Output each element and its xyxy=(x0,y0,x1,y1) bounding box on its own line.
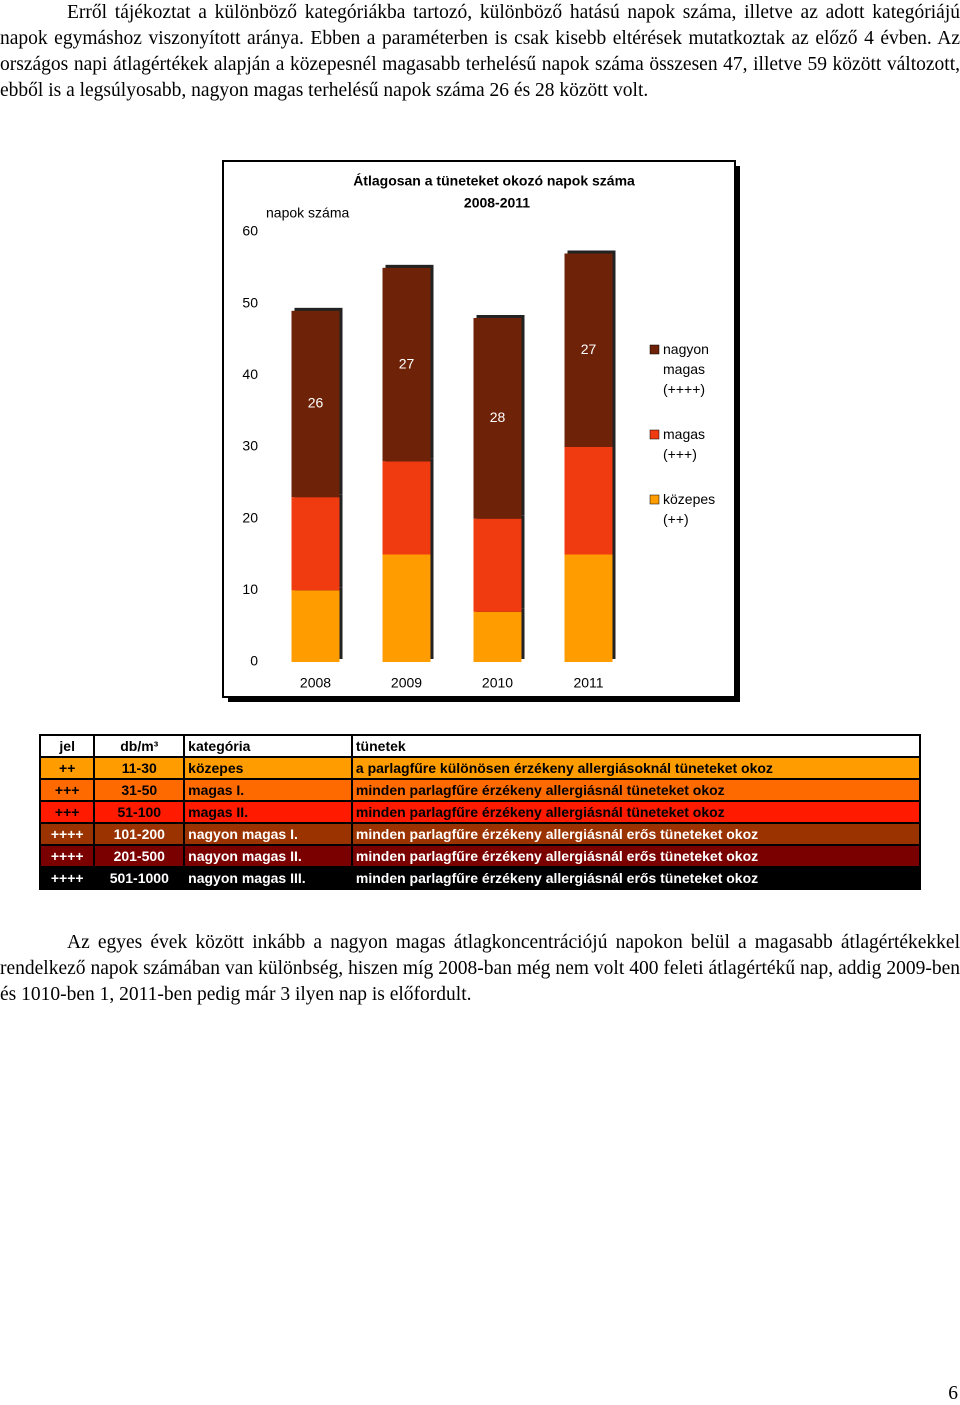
y-tick-label: 10 xyxy=(242,581,258,597)
table-row: ++ 11-30 közepes a parlagfűre különösen érz… xyxy=(38,756,922,780)
table-cell: nagyon magas III. xyxy=(183,866,353,890)
data-label: 27 xyxy=(581,341,597,357)
table-cell: ++ xyxy=(38,756,96,780)
table-cell: +++ xyxy=(38,800,96,824)
table-cell: tünetek xyxy=(350,734,922,758)
bar-segment xyxy=(382,554,431,662)
table-row: +++ 51-100 magas II. minden parlagfűre érzé… xyxy=(38,800,922,824)
table-cell: ++++ xyxy=(38,844,96,868)
table-cell: 201-500 xyxy=(93,844,186,868)
legend-swatch xyxy=(649,344,660,355)
table-cell: magas I. xyxy=(183,778,353,802)
table-cell: nagyon magas I. xyxy=(183,822,353,846)
page-number: 6 xyxy=(948,1383,958,1404)
table-row: +++ 31-50 magas I. minden parlagfűre érzéke… xyxy=(38,778,922,802)
table-cell: minden parlagfűre érzékeny allergiásnál … xyxy=(350,866,922,890)
bar-segment xyxy=(382,461,431,555)
chart-title: Átlagosan a tüneteket okozó napok száma xyxy=(353,173,635,189)
data-label: 26 xyxy=(308,395,324,411)
x-tick-label: 2010 xyxy=(482,675,513,691)
table-cell: minden parlagfűre érzékeny allergiásnál … xyxy=(350,800,922,824)
table-cell: 11-30 xyxy=(93,756,186,780)
table-cell: jel xyxy=(38,734,96,758)
table-cell: ++++ xyxy=(38,866,96,890)
paragraph: Az egyes évek között inkább a nagyon mag… xyxy=(0,932,960,1005)
table-cell: kategória xyxy=(183,734,353,758)
table-cell: magas II. xyxy=(183,800,353,824)
table-cell: +++ xyxy=(38,778,96,802)
legend-label: magas (+++) xyxy=(663,426,705,462)
bar-segment xyxy=(473,611,522,662)
table-cell: ++++ xyxy=(38,822,96,846)
bar-segment xyxy=(473,518,522,612)
bar-segment xyxy=(564,253,613,447)
bar-segment xyxy=(291,497,340,591)
table-cell: a parlagfűre különösen érzékeny allergiá… xyxy=(350,756,922,780)
table-cell: minden parlagfűre érzékeny allergiásnál … xyxy=(350,778,922,802)
table-row: jel db/m³ kategória tünetek xyxy=(38,734,922,758)
chart-subtitle: 2008-2011 xyxy=(464,195,530,211)
y-tick-label: 30 xyxy=(242,438,258,454)
data-label: 28 xyxy=(490,409,506,425)
bar-segment xyxy=(291,590,340,662)
x-tick-label: 2011 xyxy=(573,675,603,691)
bar-segment xyxy=(564,554,613,662)
x-tick-label: 2009 xyxy=(391,675,422,691)
table-cell: 51-100 xyxy=(93,800,186,824)
chart: Átlagosan a tüneteket okozó napok száma … xyxy=(222,160,740,702)
bar-segment xyxy=(564,447,613,555)
y-tick-label: 20 xyxy=(242,509,258,525)
y-tick-label: 50 xyxy=(242,294,258,310)
table-row: ++++ 501-1000 nagyon magas III. minden parl… xyxy=(38,866,922,890)
y-tick-label: 60 xyxy=(242,223,258,239)
table-row: ++++ 101-200 nagyon magas I. minden parlagf… xyxy=(38,822,922,846)
bar-segment xyxy=(382,267,431,462)
table-cell: 31-50 xyxy=(93,778,186,802)
legend-label: nagyon magas (++++) xyxy=(663,341,709,397)
table-cell: 101-200 xyxy=(93,822,186,846)
legend-swatch xyxy=(649,429,660,440)
x-tick-label: 2008 xyxy=(300,675,331,691)
bar-segment xyxy=(291,310,340,498)
legend-table: jel db/m³ kategória tünetek ++ 11-30 közepes a … xyxy=(38,734,922,890)
y-tick-label: 40 xyxy=(242,366,258,382)
table-row: ++++ 201-500 nagyon magas II. minden parlag… xyxy=(38,844,922,868)
data-label: 27 xyxy=(399,355,415,371)
y-tick-label: 0 xyxy=(250,653,258,669)
legend-swatch xyxy=(649,494,660,505)
y-axis-label: napok száma xyxy=(266,205,349,221)
table-cell: közepes xyxy=(183,756,353,780)
legend-label: közepes (++) xyxy=(663,491,715,527)
paragraph: Erről tájékoztat a különböző kategóriákb… xyxy=(0,2,960,101)
table-cell: db/m³ xyxy=(93,734,186,758)
table-cell: 501-1000 xyxy=(93,866,186,890)
table-cell: minden parlagfűre érzékeny allergiásnál … xyxy=(350,844,922,868)
table-cell: minden parlagfűre érzékeny allergiásnál … xyxy=(350,822,922,846)
bar-segment xyxy=(473,318,522,519)
table-cell: nagyon magas II. xyxy=(183,844,353,868)
